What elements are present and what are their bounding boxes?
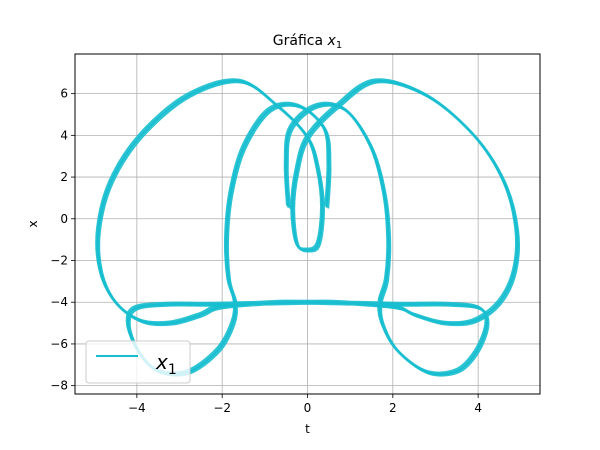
y-tick-label: −8 — [50, 379, 68, 393]
y-tick-label: 4 — [60, 128, 68, 142]
legend-box — [85, 340, 191, 384]
chart-title: Gráfica x1 — [273, 33, 342, 51]
x-axis-label: t — [305, 422, 310, 436]
y-tick-label: 2 — [60, 170, 68, 184]
legend: x1 — [85, 340, 191, 384]
y-axis: −8 −6 −4 −2 0 2 4 6 — [50, 87, 75, 393]
x-tick-label: 4 — [474, 401, 482, 415]
y-axis-label: x — [26, 220, 40, 227]
y-tick-label: −2 — [50, 254, 68, 268]
y-tick-label: 0 — [60, 212, 68, 226]
x-tick-label: −4 — [128, 401, 146, 415]
y-tick-label: −4 — [50, 295, 68, 309]
y-tick-label: −6 — [50, 337, 68, 351]
y-tick-label: 6 — [60, 87, 68, 101]
x-tick-label: 0 — [304, 401, 312, 415]
x-tick-label: −2 — [213, 401, 231, 415]
x-tick-label: 2 — [389, 401, 397, 415]
x-axis: −4 −2 0 2 4 — [128, 394, 482, 415]
legend-label: x1 — [155, 350, 177, 378]
